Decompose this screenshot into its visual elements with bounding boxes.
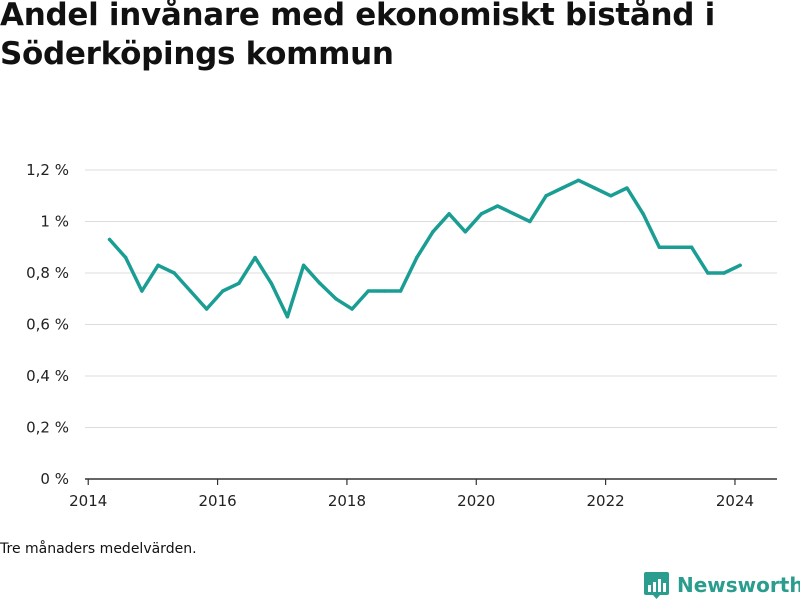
y-tick-label: 0,2 %	[26, 419, 69, 437]
data-point	[285, 315, 290, 319]
data-point	[398, 289, 403, 293]
y-axis-tick-labels: 0 % 0,2 % 0,4 % 0,6 % 0,8 % 1 % 1,2 %	[26, 161, 69, 488]
data-point	[657, 245, 661, 249]
x-tick-label: 2022	[587, 492, 625, 510]
data-point	[140, 289, 144, 293]
data-point	[673, 245, 678, 249]
y-tick-label: 1 %	[40, 213, 69, 231]
data-point	[172, 271, 176, 275]
data-point	[592, 186, 597, 190]
data-point	[689, 245, 694, 249]
data-point	[334, 297, 338, 301]
data-point	[301, 263, 306, 267]
y-tick-label: 0,4 %	[26, 367, 69, 385]
data-point	[706, 271, 710, 275]
y-tick-label: 0 %	[40, 470, 69, 488]
data-point	[107, 237, 112, 242]
series-line	[107, 178, 742, 319]
data-point	[625, 186, 629, 190]
data-point	[463, 230, 467, 234]
data-point	[544, 194, 548, 198]
data-point	[576, 178, 581, 182]
y-tick-label: 0,6 %	[26, 316, 69, 334]
data-point	[560, 186, 564, 190]
data-point	[350, 307, 354, 311]
data-point	[415, 255, 419, 260]
newsworthy-logo-icon	[644, 571, 669, 599]
data-point	[512, 212, 516, 216]
chart-title: Andel invånare med ekonomiskt bistånd i …	[0, 0, 715, 72]
data-point	[738, 263, 742, 267]
data-point	[188, 289, 193, 293]
x-axis-tick-labels: 2014 2016 2018 2020 2022 2024	[69, 492, 754, 510]
data-point	[237, 281, 241, 285]
y-tick-label: 0,8 %	[26, 264, 69, 282]
brand-name: Newsworthy	[677, 573, 800, 597]
data-point	[722, 271, 726, 275]
data-point	[318, 281, 322, 285]
y-tick-label: 1,2 %	[26, 161, 69, 179]
footnote: Tre månaders medelvärden.	[0, 541, 197, 557]
data-point	[641, 212, 645, 216]
data-point	[124, 255, 128, 260]
data-point	[269, 281, 273, 285]
series-group	[107, 178, 742, 319]
data-point	[221, 289, 225, 293]
x-tick-label: 2018	[328, 492, 366, 510]
data-point	[479, 212, 484, 216]
x-tick-label: 2016	[198, 492, 236, 510]
data-point	[366, 289, 370, 293]
x-tick-label: 2024	[716, 492, 754, 510]
data-point	[528, 219, 532, 224]
x-axis	[85, 478, 777, 485]
data-point	[156, 263, 160, 267]
data-point	[609, 194, 613, 198]
data-point	[495, 204, 500, 208]
gridlines	[85, 169, 777, 428]
data-point	[204, 307, 209, 311]
newsworthy-logo: Newsworthy	[643, 568, 800, 602]
x-tick-label: 2020	[457, 492, 495, 510]
data-point	[447, 212, 451, 216]
data-point	[253, 255, 257, 260]
data-point	[382, 289, 387, 293]
x-tick-label: 2014	[69, 492, 107, 510]
data-point	[431, 230, 435, 234]
